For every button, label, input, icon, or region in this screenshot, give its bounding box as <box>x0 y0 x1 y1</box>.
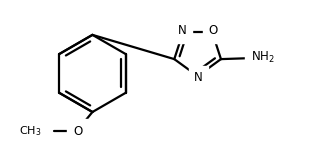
Text: N: N <box>178 24 187 37</box>
Text: O: O <box>73 125 82 138</box>
Text: O: O <box>208 24 217 37</box>
Text: NH$_2$: NH$_2$ <box>251 50 274 65</box>
Text: CH$_3$: CH$_3$ <box>19 124 42 138</box>
Text: N: N <box>194 71 203 84</box>
